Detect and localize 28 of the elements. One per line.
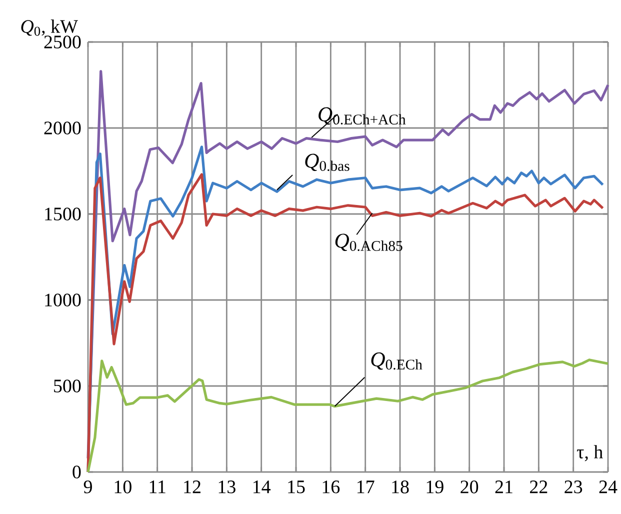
x-tick-label: 21 — [495, 480, 512, 494]
series-label: Q$_{0.ECh}$ — [371, 352, 422, 370]
y-tick-label: 500 — [54, 380, 81, 392]
series-label: Q$_{0.ECh+ACh}$ — [318, 107, 406, 125]
x-tick-label: 16 — [322, 480, 340, 494]
y-tick-label: 2500 — [44, 36, 81, 48]
x-tick-label: 11 — [150, 480, 166, 494]
x-tick-label: 22 — [530, 480, 548, 494]
x-tick-label: 10 — [114, 480, 132, 494]
x-tick-label: 18 — [392, 480, 409, 494]
x-tick-label: 15 — [288, 480, 305, 494]
x-axis-title: τ, h — [576, 445, 603, 462]
x-tick-label: 9 — [84, 480, 92, 494]
x-tick-label: 13 — [218, 480, 236, 494]
x-tick-label: 14 — [254, 480, 271, 494]
y-tick-label: 1500 — [45, 208, 81, 220]
x-tick-label: 17 — [358, 480, 374, 494]
x-tick-label: 12 — [184, 480, 200, 494]
x-tick-label: 24 — [599, 480, 618, 494]
x-tick-label: 23 — [564, 480, 582, 494]
series-label: Q$_{0.bas}$ — [305, 154, 350, 172]
y-tick-label: 1000 — [45, 294, 81, 306]
y-tick-label: 2000 — [44, 122, 81, 134]
x-tick-label: 20 — [460, 480, 478, 494]
y-axis-title: Q$_{0}$, kW — [21, 20, 78, 36]
x-tick-label: 19 — [426, 480, 444, 494]
series-label: Q$_{0.ACh85}$ — [335, 234, 402, 252]
y-tick-label: 0 — [72, 466, 81, 478]
